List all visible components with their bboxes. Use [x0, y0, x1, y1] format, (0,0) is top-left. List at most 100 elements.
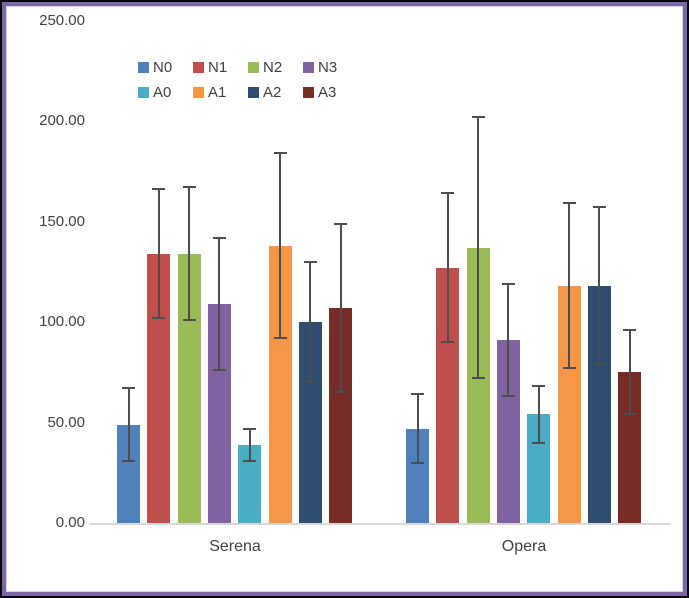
error-bar-serena-a1 [279, 153, 281, 339]
y-axis-tick-label: 200.00 [39, 112, 85, 129]
error-bar-cap [562, 367, 576, 370]
bar-opera-a1 [557, 285, 581, 523]
bar-serena-n0 [117, 424, 140, 523]
error-bar-cap [441, 192, 455, 195]
error-bar-opera-n1 [446, 193, 449, 343]
error-bar-cap [212, 236, 226, 239]
bar-serena-n1 [147, 253, 171, 523]
legend-item-a2: A2 [248, 85, 303, 100]
bar-serena-n3 [207, 303, 231, 523]
error-bar-cap [273, 337, 287, 340]
bar-opera-n1 [436, 267, 460, 523]
x-axis-line [90, 523, 670, 525]
error-bar-cap [562, 202, 576, 205]
y-axis-tick-label: 0.00 [55, 514, 85, 531]
legend-swatch-a3 [303, 87, 314, 98]
bar-serena-a0 [238, 444, 262, 523]
error-bar-cap [182, 318, 196, 321]
legend-item-a3: A3 [303, 85, 358, 100]
error-bar-cap [471, 115, 485, 118]
legend-row: A0 A1 A2 A3 [138, 80, 358, 105]
error-bar-cap [182, 186, 196, 189]
x-axis-label-serena: Serena [209, 538, 261, 555]
error-bar-serena-n3 [218, 237, 221, 371]
bar-opera-n3 [496, 340, 520, 523]
legend-label: A2 [263, 84, 282, 101]
legend-item-n1: N1 [193, 60, 248, 75]
legend-label: A1 [208, 84, 227, 101]
bar-opera-a3 [618, 372, 642, 523]
error-bar-cap [411, 461, 424, 464]
error-bar-serena-a0 [248, 428, 251, 461]
error-bar-cap [273, 152, 287, 155]
error-bar-cap [471, 377, 485, 380]
x-axis-label-opera: Opera [501, 538, 547, 555]
error-bar-cap [532, 385, 546, 388]
error-bar-cap [243, 459, 257, 462]
legend-label: N2 [263, 59, 283, 76]
error-bar-cap [152, 188, 166, 191]
legend-row: N0 N1 N2 N3 [138, 55, 358, 80]
y-axis-tick-label: 50.00 [47, 413, 85, 431]
legend-swatch-a1 [193, 87, 204, 98]
bar-opera-a0 [527, 414, 551, 523]
legend-swatch-n0 [138, 62, 149, 73]
error-bar-cap [501, 282, 515, 285]
legend-item-n0: N0 [138, 60, 193, 75]
error-bar-cap [303, 381, 317, 384]
error-bar-cap [303, 260, 317, 263]
legend-item-n3: N3 [303, 60, 358, 75]
legend-swatch-n1 [193, 62, 204, 73]
error-bar-cap [501, 395, 515, 398]
error-bar-cap [592, 363, 606, 366]
error-bar-opera-n0 [416, 394, 419, 463]
error-bar-cap [334, 391, 348, 394]
error-bar-cap [122, 459, 135, 462]
error-bar-opera-n2 [477, 116, 480, 379]
legend-label: N3 [318, 59, 338, 76]
error-bar-cap [623, 329, 637, 332]
error-bar-cap [152, 316, 166, 319]
error-bar-cap [334, 222, 348, 225]
legend-item-a1: A1 [193, 85, 248, 100]
error-bar-serena-a2 [309, 261, 312, 383]
error-bar-cap [623, 413, 637, 416]
y-axis-tick-label: 100.00 [39, 313, 85, 330]
legend-label: N1 [208, 59, 228, 76]
legend-swatch-a0 [138, 87, 149, 98]
error-bar-serena-a3 [339, 223, 342, 393]
legend-item-a0: A0 [138, 85, 193, 100]
error-bar-opera-a3 [628, 330, 631, 415]
error-bar-opera-a1 [568, 203, 570, 369]
y-axis-tick-label: 150.00 [39, 212, 85, 230]
error-bar-cap [122, 387, 135, 390]
error-bar-opera-a0 [537, 386, 540, 443]
error-bar-cap [243, 427, 257, 430]
legend-swatch-n2 [248, 62, 259, 73]
error-bar-cap [212, 369, 226, 372]
legend-label: N0 [153, 59, 173, 76]
bar-serena-n2 [177, 253, 201, 523]
error-bar-cap [441, 341, 455, 344]
bar-opera-n2 [466, 247, 490, 523]
legend-label: A3 [318, 84, 337, 101]
chart-legend: N0 N1 N2 N3 A0 A1 A2 A3 [138, 55, 358, 105]
error-bar-serena-n0 [127, 388, 130, 461]
legend-label: A0 [153, 84, 172, 101]
error-bar-cap [411, 393, 424, 396]
error-bar-cap [532, 441, 546, 444]
bar-opera-n0 [406, 428, 429, 523]
error-bar-cap [592, 206, 606, 209]
bar-serena-a3 [329, 307, 353, 523]
legend-item-n2: N2 [248, 60, 303, 75]
legend-swatch-a2 [248, 87, 259, 98]
error-bar-serena-n2 [188, 187, 191, 320]
bar-serena-a2 [298, 322, 322, 523]
error-bar-opera-a2 [598, 207, 601, 365]
y-axis-tick-label: 250.00 [39, 11, 85, 29]
bar-opera-a2 [587, 285, 611, 523]
error-bar-opera-n3 [507, 283, 510, 397]
legend-swatch-n3 [303, 62, 314, 73]
error-bar-serena-n1 [157, 189, 160, 318]
